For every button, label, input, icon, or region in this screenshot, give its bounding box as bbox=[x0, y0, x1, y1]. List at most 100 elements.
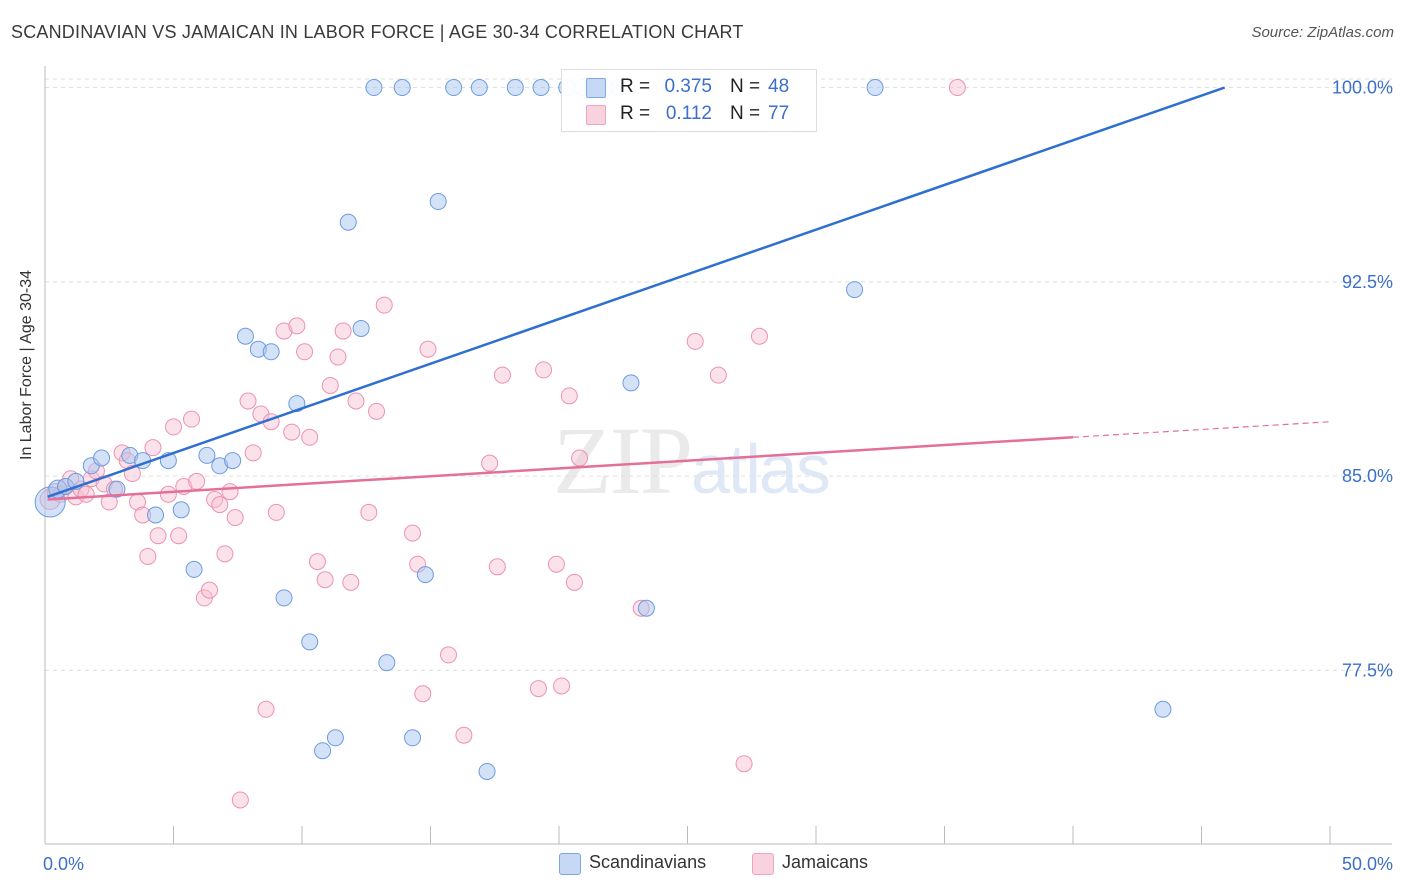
legend-n-value: 77 bbox=[768, 103, 790, 124]
legend-swatch-scandinavians bbox=[586, 78, 606, 98]
scandinavians-point bbox=[866, 79, 884, 97]
scandinavians-point bbox=[108, 480, 126, 498]
scandinavians-trend-line bbox=[47, 86, 1226, 499]
jamaicans-point bbox=[329, 348, 347, 366]
jamaicans-point bbox=[308, 553, 326, 571]
scandinavians-point bbox=[478, 762, 496, 780]
jamaicans-point bbox=[257, 700, 275, 718]
jamaicans-point bbox=[535, 361, 553, 379]
scandinavians-point bbox=[393, 79, 411, 97]
jamaicans-point bbox=[360, 503, 378, 521]
jamaicans-point bbox=[221, 483, 239, 501]
legend-r-value: 0.112 bbox=[665, 103, 712, 124]
jamaicans-point bbox=[267, 503, 285, 521]
scandinavians-points bbox=[34, 79, 1172, 780]
correlation-legend: R = 0.375 N = 48 R = 0.112 N = 77 bbox=[561, 69, 817, 132]
jamaicans-point bbox=[159, 485, 177, 503]
scandinavians-point bbox=[236, 327, 254, 345]
scandinavians-point bbox=[365, 79, 383, 97]
jamaicans-point bbox=[419, 340, 437, 358]
jamaicans-point bbox=[455, 726, 473, 744]
jamaicans-point bbox=[188, 472, 206, 490]
jamaicans-point bbox=[301, 428, 319, 446]
jamaicans-trend-extension bbox=[1072, 421, 1331, 438]
jamaicans-point bbox=[481, 454, 499, 472]
y-tick-label: 92.5% bbox=[1342, 272, 1393, 292]
scandinavians-point bbox=[532, 79, 550, 97]
jamaicans-point bbox=[170, 527, 188, 545]
jamaicans-point bbox=[709, 366, 727, 384]
x-tick-label: 0.0% bbox=[43, 854, 84, 874]
scandinavians-point bbox=[314, 742, 332, 760]
legend-r-value: 0.375 bbox=[664, 76, 712, 97]
scandinavians-point bbox=[846, 281, 864, 299]
tick-labels: 77.5% 85.0% 92.5% 100.0% 0.0% 50.0% bbox=[43, 78, 1393, 874]
legend-r-label: R = bbox=[620, 103, 651, 124]
jamaicans-point bbox=[948, 79, 966, 97]
jamaicans-point bbox=[139, 547, 157, 565]
scandinavians-point bbox=[339, 213, 357, 231]
scandinavians-point bbox=[352, 319, 370, 337]
jamaicans-point bbox=[226, 509, 244, 527]
jamaicans-point bbox=[404, 524, 422, 542]
jamaicans-point bbox=[375, 296, 393, 314]
chart-title: SCANDINAVIAN VS JAMAICAN IN LABOR FORCE … bbox=[11, 22, 744, 42]
legend-label-scandinavians: Scandinavians bbox=[589, 852, 707, 872]
jamaicans-point bbox=[77, 485, 95, 503]
jamaicans-point bbox=[149, 527, 167, 545]
watermark-atlas: atlas bbox=[691, 430, 831, 508]
scandinavians-point bbox=[622, 374, 640, 392]
jamaicans-point bbox=[144, 439, 162, 457]
scandinavians-point bbox=[378, 654, 396, 672]
scandinavians-point bbox=[147, 506, 165, 524]
legend-n-value: 48 bbox=[768, 76, 790, 97]
scandinavians-point bbox=[224, 452, 242, 470]
scandinavians-point bbox=[275, 589, 293, 607]
y-tick-label: 77.5% bbox=[1342, 660, 1393, 680]
jamaicans-point bbox=[368, 402, 386, 420]
scandinavians-point bbox=[185, 560, 203, 578]
legend-n-label: N = bbox=[730, 103, 761, 124]
jamaicans-point bbox=[735, 755, 753, 773]
scandinavians-point bbox=[1154, 700, 1172, 718]
scandinavians-point bbox=[172, 501, 190, 519]
scandinavians-point bbox=[93, 449, 111, 467]
jamaicans-point bbox=[283, 423, 301, 441]
legend-r-label: R = bbox=[620, 76, 651, 97]
axes bbox=[44, 66, 1392, 845]
jamaicans-point bbox=[750, 327, 768, 345]
jamaicans-point bbox=[206, 490, 224, 508]
watermark: ZIPatlas bbox=[553, 405, 831, 516]
jamaicans-point bbox=[244, 444, 262, 462]
y-tick-label: 100.0% bbox=[1332, 78, 1393, 98]
jamaicans-point bbox=[553, 677, 571, 695]
x-tick-label: 50.0% bbox=[1342, 854, 1393, 874]
scandinavians-point bbox=[416, 566, 434, 584]
source-credit: Source: ZipAtlas.com bbox=[1251, 24, 1394, 41]
jamaicans-point bbox=[321, 376, 339, 394]
scandinavians-point bbox=[404, 729, 422, 747]
scandinavians-point bbox=[429, 193, 447, 211]
y-axis-label: In Labor Force | Age 30-34 bbox=[18, 269, 35, 460]
jamaicans-point bbox=[165, 418, 182, 436]
legend-label-jamaicans: Jamaicans bbox=[782, 852, 869, 872]
jamaicans-points bbox=[39, 79, 966, 809]
legend-swatch-jamaicans bbox=[586, 105, 606, 125]
jamaicans-point bbox=[529, 680, 547, 698]
scandinavians-point bbox=[198, 446, 216, 464]
jamaicans-point bbox=[342, 573, 360, 591]
jamaicans-point bbox=[288, 317, 306, 335]
jamaicans-point bbox=[571, 449, 589, 467]
jamaicans-point bbox=[686, 332, 704, 350]
y-tick-label: 85.0% bbox=[1342, 466, 1393, 486]
scandinavians-point bbox=[262, 343, 280, 361]
scandinavians-point bbox=[301, 633, 319, 651]
jamaicans-point bbox=[275, 322, 293, 340]
jamaicans-point bbox=[182, 410, 200, 428]
jamaicans-point bbox=[211, 496, 229, 514]
jamaicans-point bbox=[334, 322, 352, 340]
legend-n-label: N = bbox=[730, 76, 761, 97]
jamaicans-point bbox=[239, 392, 257, 410]
jamaicans-point bbox=[200, 581, 218, 599]
